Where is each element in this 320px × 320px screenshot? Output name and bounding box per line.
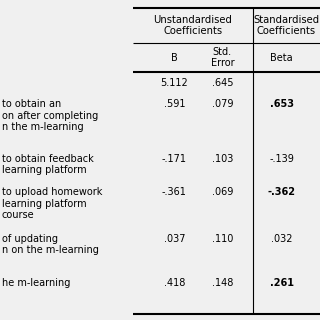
Text: Unstandardised
Coefficients: Unstandardised Coefficients (153, 15, 232, 36)
Text: he m-learning: he m-learning (2, 278, 70, 288)
Text: .110: .110 (212, 234, 233, 244)
Text: B: B (171, 52, 178, 63)
Text: -.171: -.171 (162, 154, 187, 164)
Text: .069: .069 (212, 187, 233, 197)
Text: .079: .079 (212, 99, 233, 109)
Text: -.361: -.361 (162, 187, 187, 197)
Text: to upload homework
learning platform
course: to upload homework learning platform cou… (2, 187, 102, 220)
Text: -.139: -.139 (269, 154, 294, 164)
Text: .591: .591 (164, 99, 185, 109)
Text: .032: .032 (271, 234, 292, 244)
Text: .037: .037 (164, 234, 185, 244)
Text: .261: .261 (270, 278, 294, 288)
Text: to obtain an
on after completing
n the m-learning: to obtain an on after completing n the m… (2, 99, 98, 132)
Text: -.362: -.362 (268, 187, 296, 197)
Text: to obtain feedback
learning platform: to obtain feedback learning platform (2, 154, 93, 175)
Text: 5.112: 5.112 (161, 78, 188, 88)
Text: Std.
Error: Std. Error (211, 47, 234, 68)
Text: .653: .653 (270, 99, 294, 109)
Text: Beta: Beta (270, 52, 293, 63)
Text: .645: .645 (212, 78, 233, 88)
Text: Standardised
Coefficients: Standardised Coefficients (253, 15, 319, 36)
Text: .418: .418 (164, 278, 185, 288)
Text: .148: .148 (212, 278, 233, 288)
Text: .103: .103 (212, 154, 233, 164)
Text: of updating
n on the m-learning: of updating n on the m-learning (2, 234, 99, 255)
